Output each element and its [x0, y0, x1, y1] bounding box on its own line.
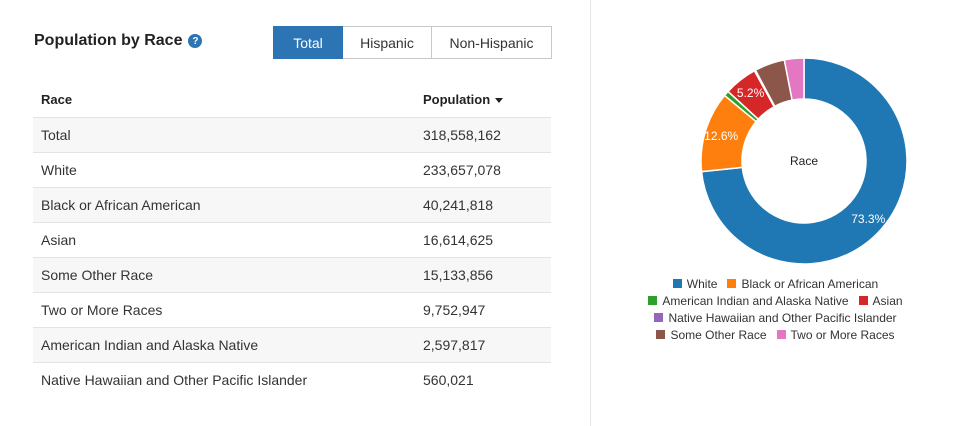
legend-swatch [672, 279, 682, 288]
legend-item-american-indian-and-alaska-native[interactable]: American Indian and Alaska Native [648, 293, 849, 308]
population-cell: 2,597,817 [415, 327, 551, 363]
legend-row: Native Hawaiian and Other Pacific Island… [591, 309, 960, 326]
legend-label: White [686, 276, 718, 291]
donut-center-label: Race [790, 154, 818, 168]
race-cell: White [33, 152, 415, 188]
race-cell: Asian [33, 222, 415, 258]
table-panel: Population by Race ? Total Hispanic Non-… [33, 26, 552, 397]
title-row: Population by Race ? [34, 32, 203, 50]
race-cell: American Indian and Alaska Native [33, 327, 415, 363]
legend-swatch [727, 279, 737, 288]
population-table: Race Population Total 318,558,162 White … [33, 82, 551, 397]
tab-total[interactable]: Total [273, 26, 343, 59]
table-row: Asian 16,614,625 [33, 222, 551, 258]
race-cell: Native Hawaiian and Other Pacific Island… [33, 362, 415, 397]
tab-hispanic[interactable]: Hispanic [343, 26, 432, 59]
sort-caret-icon [495, 98, 504, 104]
population-cell: 15,133,856 [415, 257, 551, 293]
table-row: White 233,657,078 [33, 152, 551, 188]
table-header-row: Race Population [33, 82, 551, 118]
population-cell: 16,614,625 [415, 222, 551, 258]
legend-label: Two or More Races [790, 327, 895, 342]
legend-label: Black or African American [741, 276, 879, 291]
population-cell: 40,241,818 [415, 187, 551, 223]
column-header-race: Race [33, 82, 415, 118]
slice-two-or-more-races[interactable] [783, 57, 805, 102]
column-header-population[interactable]: Population [415, 82, 551, 118]
legend-item-black-or-african-american[interactable]: Black or African American [727, 277, 878, 291]
slice-label-black-or-african-american: 12.6% [704, 129, 738, 143]
legend-swatch [656, 330, 666, 339]
population-cell: 318,558,162 [415, 117, 551, 153]
legend-item-asian[interactable]: Asian [858, 293, 903, 308]
legend-swatch [648, 296, 658, 305]
legend-row: American Indian and Alaska Native Asian [591, 292, 960, 309]
legend-label: American Indian and Alaska Native [662, 293, 849, 308]
chart-legend: White Black or African American American I… [591, 275, 960, 343]
legend-row: White Black or African American [591, 275, 960, 292]
legend-item-two-or-more-races[interactable]: Two or More Races [776, 327, 895, 342]
table-row: Total 318,558,162 [33, 117, 551, 153]
legend-label: Some Other Race [670, 327, 767, 342]
population-cell: 233,657,078 [415, 152, 551, 188]
panel-divider [590, 0, 591, 426]
legend-swatch [858, 296, 868, 305]
slice-label-white: 73.3% [851, 212, 885, 226]
chart-panel: Race 73.3% 12.6% 5.2% White Black or Africa… [591, 0, 960, 426]
race-cell: Total [33, 117, 415, 153]
legend-label: Asian [872, 293, 903, 308]
tab-non-hispanic[interactable]: Non-Hispanic [432, 26, 552, 59]
legend-item-some-other-race[interactable]: Some Other Race [656, 327, 767, 342]
question-circle-icon[interactable]: ? [188, 34, 203, 48]
filter-tabs: Total Hispanic Non-Hispanic [273, 26, 552, 59]
table-row: Two or More Races 9,752,947 [33, 292, 551, 328]
slice-label-asian: 5.2% [737, 86, 765, 100]
table-row: Native Hawaiian and Other Pacific Island… [33, 362, 551, 397]
population-cell: 560,021 [415, 362, 551, 397]
legend-row: Some Other Race Two or More Races [591, 326, 960, 343]
page-title: Population by Race [34, 32, 183, 49]
legend-item-white[interactable]: White [672, 276, 718, 291]
table-row: American Indian and Alaska Native 2,597,… [33, 327, 551, 363]
race-cell: Black or African American [33, 187, 415, 223]
slice-white[interactable] [700, 57, 908, 265]
table-row: Some Other Race 15,133,856 [33, 257, 551, 293]
legend-swatch [654, 313, 664, 322]
legend-item-native-hawaiian-and-other-pacific-islander[interactable]: Native Hawaiian and Other Pacific Island… [654, 310, 897, 325]
race-cell: Two or More Races [33, 292, 415, 328]
table-row: Black or African American 40,241,818 [33, 187, 551, 223]
race-donut-chart: Race 73.3% 12.6% 5.2% [700, 57, 908, 265]
legend-label: Native Hawaiian and Other Pacific Island… [668, 310, 897, 325]
race-cell: Some Other Race [33, 257, 415, 293]
legend-swatch [776, 330, 786, 339]
population-cell: 9,752,947 [415, 292, 551, 328]
